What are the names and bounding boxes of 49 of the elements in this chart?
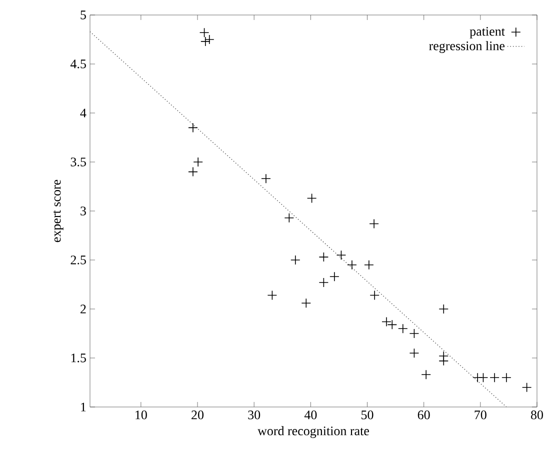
point	[261, 174, 271, 184]
point	[502, 372, 512, 382]
point	[409, 348, 420, 358]
point	[438, 356, 449, 366]
y-tick-label: 4.5	[70, 60, 86, 68]
legend-label: patient	[470, 27, 505, 38]
point	[193, 157, 203, 167]
point	[409, 328, 420, 338]
point	[398, 324, 408, 334]
point	[318, 252, 329, 262]
point	[284, 212, 294, 223]
point	[188, 166, 198, 177]
point	[364, 260, 374, 270]
point	[369, 218, 379, 229]
point	[370, 290, 380, 300]
point	[522, 382, 532, 392]
point	[318, 278, 329, 288]
point	[200, 36, 210, 46]
point	[478, 372, 488, 382]
point	[421, 370, 431, 380]
point	[290, 255, 300, 265]
y-tick-label: 1.5	[71, 354, 86, 362]
point	[267, 290, 278, 300]
y-axis-title: expert score	[53, 180, 64, 242]
x-tick-label: 10	[136, 410, 147, 420]
x-tick-label: 60	[418, 410, 430, 420]
y-tick-label: 1	[81, 402, 86, 412]
y-tick-label: 3	[80, 206, 86, 216]
x-tick-label: 30	[248, 410, 260, 420]
y-tick-label: 3.5	[70, 158, 86, 166]
x-axis-title: word recognition rate	[258, 426, 369, 438]
point	[301, 298, 312, 308]
point	[336, 250, 346, 260]
point	[188, 122, 198, 133]
point	[490, 372, 500, 382]
x-tick-label: 70	[474, 410, 486, 420]
y-tick-label: 2.5	[70, 256, 86, 264]
legend-label: regression line	[429, 41, 505, 53]
point	[330, 272, 340, 282]
x-tick-label: 50	[362, 410, 374, 420]
point	[306, 193, 317, 204]
x-tick-label: 20	[192, 410, 204, 420]
y-tick-label: 4	[80, 108, 86, 118]
y-tick-label: 2	[80, 304, 86, 314]
x-tick-label: 80	[530, 410, 543, 420]
point	[347, 260, 357, 270]
point	[438, 304, 449, 314]
y-tick-label: 5	[80, 10, 86, 20]
x-tick-label: 40	[304, 410, 317, 420]
